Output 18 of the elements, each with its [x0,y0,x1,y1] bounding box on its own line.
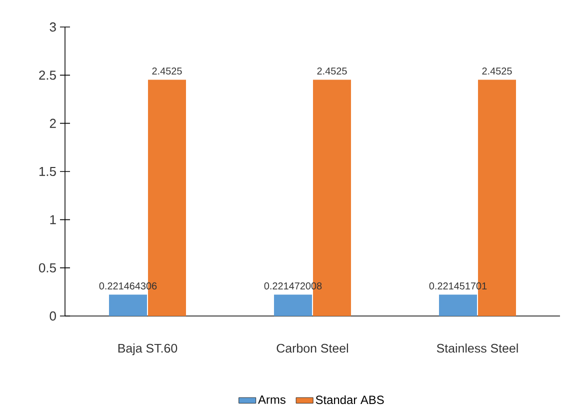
x-tick-label: Stainless Steel [436,344,518,353]
y-tick-label: 0 [50,311,56,321]
y-tick-label: 1.5 [39,166,56,176]
legend-label: Arms [258,396,286,404]
bar [439,294,478,316]
data-label: 2.4525 [317,67,347,75]
data-label: 2.4525 [482,67,512,75]
data-label: 2.4525 [152,67,182,75]
bar [109,294,147,316]
y-tick-label: 3 [50,22,56,32]
x-tick-label: Baja ST.60 [118,344,178,356]
x-tick-label: Carbon Steel [276,344,348,353]
bar [274,294,312,316]
y-tick-label: 0.5 [38,263,56,272]
y-tick-label: 2.5 [39,70,56,80]
y-tick-label: 2 [50,118,56,128]
legend-label: Standar ABS [316,395,384,404]
y-tick-label: 1 [50,215,56,224]
